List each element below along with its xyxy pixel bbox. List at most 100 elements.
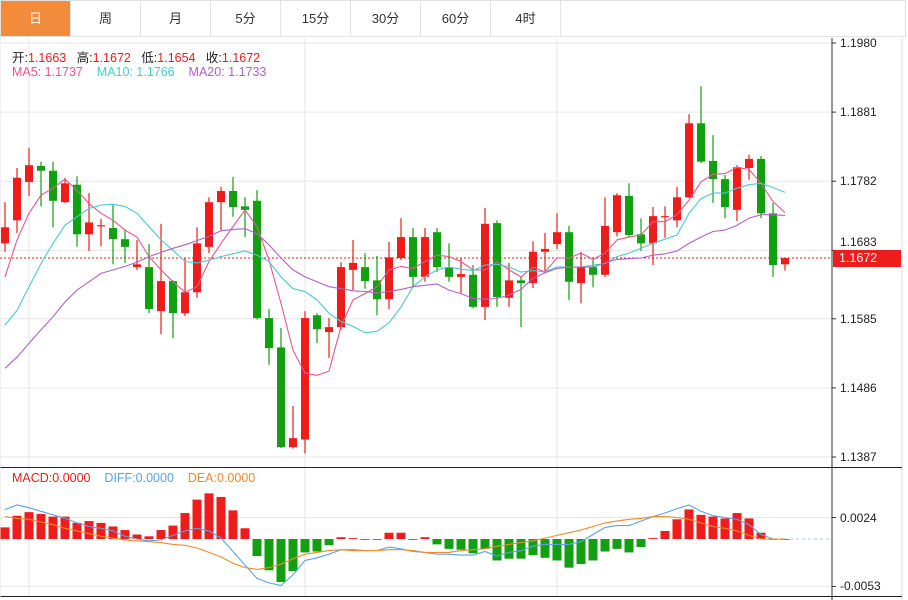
candle xyxy=(133,239,141,270)
macd-bar xyxy=(564,539,574,568)
candle-body xyxy=(433,232,441,268)
tab-4hour[interactable]: 4时 xyxy=(491,1,561,36)
macd-bar xyxy=(756,532,766,539)
price-tick: 1.1387 xyxy=(840,450,877,464)
macd-bar xyxy=(24,512,34,539)
ma10-line xyxy=(4,182,786,334)
low-value: 1.1654 xyxy=(157,51,196,65)
candle xyxy=(469,265,477,309)
macd-bar xyxy=(696,514,706,539)
macd-tick: -0.0053 xyxy=(840,579,881,594)
macd-bar xyxy=(36,513,46,539)
candle xyxy=(625,183,633,238)
macd-bar xyxy=(492,539,502,561)
macd-tick: 0.0024 xyxy=(840,510,877,525)
candle-body xyxy=(697,123,705,162)
candle xyxy=(49,161,57,228)
candle-body xyxy=(781,258,789,265)
diff-legend-value: DIFF:0.0000 xyxy=(104,471,174,485)
macd-bar xyxy=(588,539,598,561)
candle xyxy=(241,197,249,238)
price-tick: 1.1782 xyxy=(840,174,877,189)
candle xyxy=(445,243,453,282)
candle xyxy=(169,280,177,339)
macd-bar xyxy=(552,539,562,561)
macd-bar xyxy=(216,496,226,539)
macd-bar xyxy=(432,539,442,545)
candle-body xyxy=(133,264,141,268)
candle xyxy=(229,177,237,217)
tab-month[interactable]: 月 xyxy=(141,1,211,36)
tab-5min[interactable]: 5分 xyxy=(211,1,281,36)
dea-legend-value: DEA:0.0000 xyxy=(187,471,256,485)
candles xyxy=(1,86,789,454)
candle-body xyxy=(589,267,597,275)
candle-body xyxy=(361,267,369,282)
candle xyxy=(1,202,9,252)
tab-15min[interactable]: 15分 xyxy=(281,1,351,36)
candle-body xyxy=(1,227,9,244)
candle xyxy=(313,313,321,344)
candle xyxy=(721,174,729,219)
candle xyxy=(769,202,777,277)
candle xyxy=(709,135,717,203)
tab-day[interactable]: 日 xyxy=(1,1,71,36)
tab-30min[interactable]: 30分 xyxy=(351,1,421,36)
ma5-line xyxy=(4,166,786,376)
macd-bar xyxy=(48,516,58,539)
candle-body xyxy=(109,228,117,240)
candle-body xyxy=(241,206,249,210)
candle xyxy=(409,228,417,288)
candle xyxy=(109,204,117,265)
candle xyxy=(361,253,369,289)
price-tick: 1.1585 xyxy=(840,311,877,326)
tab-60min[interactable]: 60分 xyxy=(421,1,491,36)
candle-body xyxy=(745,158,753,168)
macd-bar xyxy=(528,539,538,556)
candle-body xyxy=(13,177,21,221)
candle-body xyxy=(445,267,453,277)
candle xyxy=(685,114,693,198)
macd-bar xyxy=(192,499,202,539)
macd-bar xyxy=(132,534,142,539)
macd-bar xyxy=(744,518,754,539)
high-value: 1.1672 xyxy=(92,51,131,65)
dea-line xyxy=(4,516,785,570)
macd-bar xyxy=(204,493,214,539)
candle-body xyxy=(565,232,573,282)
tab-week[interactable]: 周 xyxy=(71,1,141,36)
macd-bar xyxy=(408,539,418,540)
candle xyxy=(13,167,21,233)
macd-bar xyxy=(288,539,298,572)
macd-bar xyxy=(252,539,262,557)
macd-bar xyxy=(264,539,274,571)
macd-bar xyxy=(12,515,22,539)
ma10-legend: MA10: 1.1766 xyxy=(96,65,175,79)
macd-bar xyxy=(84,521,94,539)
macd-bar xyxy=(444,539,454,549)
candle-body xyxy=(421,237,429,277)
candle-body xyxy=(637,234,645,244)
candle xyxy=(757,156,765,219)
candle-body xyxy=(493,223,501,298)
candle xyxy=(457,258,465,293)
low-label: 低: xyxy=(141,51,158,65)
candle-body xyxy=(649,216,657,244)
candle-body xyxy=(661,216,669,218)
candle-body xyxy=(373,280,381,300)
candle-body xyxy=(517,280,525,284)
candle xyxy=(733,165,741,222)
candle xyxy=(541,232,549,274)
macd-legend: MACD:0.0000 DIFF:0.0000 DEA:0.0000 xyxy=(12,471,255,485)
grid xyxy=(0,38,903,600)
open-value: 1.1663 xyxy=(27,51,67,65)
ma20-line xyxy=(4,214,786,369)
macd-bar xyxy=(600,539,610,552)
candle-body xyxy=(277,347,285,448)
candle-body xyxy=(85,222,93,235)
candle xyxy=(781,258,789,271)
candle xyxy=(373,255,381,316)
macd-bar xyxy=(732,513,742,539)
candle xyxy=(385,241,393,309)
